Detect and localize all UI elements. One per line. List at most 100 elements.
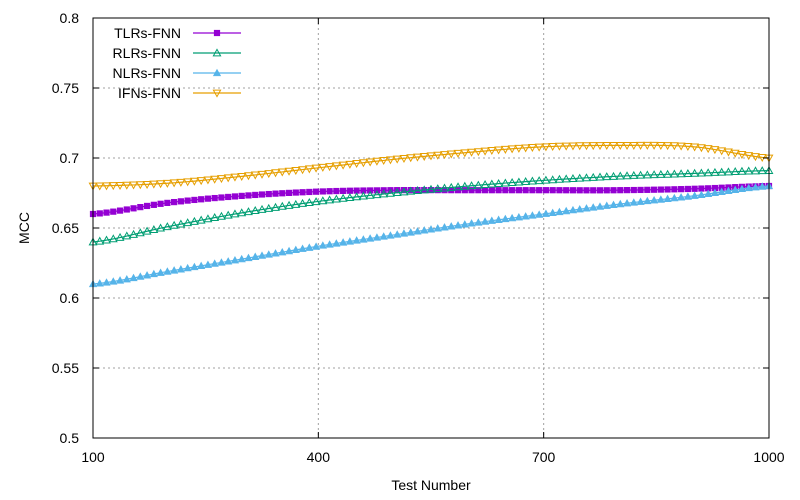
- data-point-ifns-fnn: [237, 172, 247, 181]
- data-point-tlrs-fnn: [549, 187, 556, 194]
- data-point-ifns-fnn: [595, 142, 605, 151]
- data-point-rlrs-fnn: [656, 169, 666, 178]
- data-point-nlrs-fnn: [562, 206, 571, 215]
- data-point-nlrs-fnn: [649, 196, 659, 204]
- data-point-rlrs-fnn: [595, 172, 605, 181]
- data-point-tlrs-fnn: [265, 190, 272, 198]
- data-point-tlrs-fnn: [664, 186, 671, 193]
- data-point-nlrs-fnn: [704, 189, 713, 198]
- data-point-tlrs-fnn: [542, 187, 550, 194]
- data-point-rlrs-fnn: [298, 198, 308, 207]
- data-point-nlrs-fnn: [568, 205, 578, 214]
- data-point-rlrs-fnn: [203, 214, 213, 223]
- data-point-ifns-fnn: [521, 144, 531, 153]
- data-point-ifns-fnn: [433, 151, 443, 160]
- data-point-nlrs-fnn: [447, 222, 456, 230]
- data-point-rlrs-fnn: [554, 174, 564, 183]
- legend-label-tlrs-fnn: TLRs-FNN: [114, 25, 181, 41]
- data-point-ifns-fnn: [703, 145, 713, 154]
- data-point-rlrs-fnn: [115, 232, 125, 241]
- data-point-nlrs-fnn: [366, 234, 375, 242]
- data-point-rlrs-fnn: [122, 231, 132, 240]
- data-point-nlrs-fnn: [224, 257, 233, 265]
- data-point-rlrs-fnn: [561, 174, 571, 183]
- data-point-rlrs-fnn: [717, 167, 727, 176]
- series-layer: [88, 141, 774, 288]
- data-point-nlrs-fnn: [305, 243, 314, 251]
- data-point-tlrs-fnn: [306, 188, 313, 196]
- data-point-ifns-fnn: [588, 142, 598, 151]
- data-point-ifns-fnn: [636, 141, 646, 150]
- data-point-tlrs-fnn: [502, 187, 509, 194]
- data-point-tlrs-fnn: [123, 206, 130, 213]
- legend-marker-tlrs-fnn: [213, 29, 221, 37]
- data-point-nlrs-fnn: [737, 184, 747, 193]
- data-point-ifns-fnn: [413, 153, 422, 162]
- data-point-ifns-fnn: [609, 142, 618, 151]
- data-point-tlrs-fnn: [346, 187, 353, 194]
- data-point-nlrs-fnn: [548, 208, 557, 216]
- data-point-rlrs-fnn: [521, 176, 531, 185]
- data-point-nlrs-fnn: [453, 221, 463, 229]
- data-point-ifns-fnn: [189, 177, 199, 186]
- data-point-rlrs-fnn: [325, 195, 335, 204]
- data-point-nlrs-fnn: [609, 200, 618, 209]
- data-point-rlrs-fnn: [588, 172, 598, 181]
- data-point-rlrs-fnn: [649, 170, 659, 179]
- data-point-tlrs-fnn: [319, 188, 326, 195]
- grid-lines: [93, 18, 769, 438]
- data-point-nlrs-fnn: [602, 201, 611, 209]
- data-point-ifns-fnn: [541, 143, 551, 152]
- legend-label-rlrs-fnn: RLRs-FNN: [113, 45, 181, 61]
- data-point-nlrs-fnn: [352, 236, 361, 244]
- data-point-rlrs-fnn: [494, 178, 504, 187]
- data-point-rlrs-fnn: [480, 180, 490, 189]
- data-point-tlrs-fnn: [576, 187, 583, 194]
- x-tick-label: 100: [81, 449, 105, 465]
- x-tick-label: 1000: [753, 449, 784, 465]
- data-point-tlrs-fnn: [481, 187, 489, 194]
- data-point-nlrs-fnn: [379, 232, 388, 240]
- data-point-ifns-fnn: [102, 182, 111, 191]
- data-point-tlrs-fnn: [272, 190, 279, 197]
- data-point-nlrs-fnn: [487, 216, 496, 224]
- data-point-ifns-fnn: [460, 149, 470, 158]
- data-point-nlrs-fnn: [575, 204, 584, 213]
- data-point-rlrs-fnn: [622, 171, 632, 180]
- data-point-nlrs-fnn: [149, 269, 158, 278]
- data-point-rlrs-fnn: [527, 176, 537, 185]
- x-axis: 100 400 700 1000: [81, 18, 785, 465]
- data-point-rlrs-fnn: [176, 219, 186, 228]
- data-point-nlrs-fnn: [744, 183, 753, 192]
- data-point-rlrs-fnn: [244, 207, 253, 216]
- data-point-rlrs-fnn: [446, 182, 456, 191]
- data-point-nlrs-fnn: [528, 211, 537, 219]
- data-point-nlrs-fnn: [690, 191, 699, 199]
- data-point-tlrs-fnn: [96, 210, 103, 217]
- data-point-tlrs-fnn: [218, 194, 225, 201]
- data-point-ifns-fnn: [311, 164, 321, 173]
- data-point-nlrs-fnn: [271, 249, 280, 257]
- data-point-rlrs-fnn: [129, 229, 139, 238]
- x-axis-label: Test Number: [391, 477, 471, 493]
- y-tick-label: 0.75: [52, 80, 79, 96]
- data-point-rlrs-fnn: [676, 169, 686, 178]
- data-point-ifns-fnn: [257, 170, 267, 179]
- data-point-tlrs-fnn: [198, 196, 205, 203]
- data-point-rlrs-fnn: [419, 185, 429, 194]
- data-point-nlrs-fnn: [170, 266, 179, 274]
- data-point-rlrs-fnn: [196, 215, 206, 224]
- data-point-tlrs-fnn: [596, 187, 604, 194]
- data-point-ifns-fnn: [372, 157, 382, 166]
- data-point-ifns-fnn: [696, 144, 706, 153]
- data-point-tlrs-fnn: [225, 193, 232, 201]
- data-point-nlrs-fnn: [440, 223, 449, 231]
- data-point-ifns-fnn: [271, 169, 280, 178]
- data-point-tlrs-fnn: [171, 198, 178, 206]
- data-point-rlrs-fnn: [473, 180, 483, 189]
- data-point-ifns-fnn: [717, 147, 727, 156]
- data-point-rlrs-fnn: [385, 188, 395, 197]
- data-point-ifns-fnn: [156, 180, 166, 189]
- data-point-ifns-fnn: [453, 149, 463, 158]
- data-point-rlrs-fnn: [230, 209, 240, 218]
